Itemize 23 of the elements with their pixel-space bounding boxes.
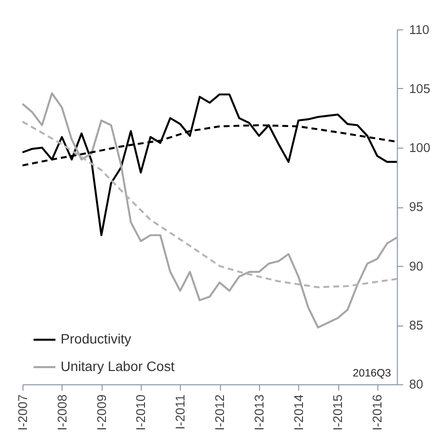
x-tick-label: I-2016 <box>370 394 385 430</box>
y-tick-label: 100 <box>409 141 430 156</box>
y-tick-label: 80 <box>409 378 424 392</box>
x-tick-label: I-2011 <box>174 394 188 430</box>
x-tick-label: I-2008 <box>55 394 70 430</box>
y-tick-label: 105 <box>409 82 430 96</box>
line-series <box>22 92 398 328</box>
legend-label: Unitary Labor Cost <box>60 359 175 374</box>
legend-label: Productivity <box>60 332 132 347</box>
x-tick-label: I-2010 <box>134 394 148 430</box>
x-tick-label: I-2013 <box>252 394 266 430</box>
x-tick-label: I-2012 <box>212 394 227 430</box>
y-tick-label: 95 <box>409 200 424 214</box>
line-series <box>22 120 398 288</box>
y-tick-label: 110 <box>409 22 430 37</box>
x-tick-label: I-2009 <box>94 394 109 430</box>
line-series <box>22 93 398 236</box>
x-tick-label: I-2007 <box>16 394 30 430</box>
y-tick-label: 90 <box>409 259 424 274</box>
y-tick-label: 85 <box>409 318 424 332</box>
x-tick-label: I-2015 <box>331 394 346 430</box>
annotation: 2016Q3 <box>352 367 392 380</box>
x-tick-label: I-2014 <box>292 394 306 430</box>
